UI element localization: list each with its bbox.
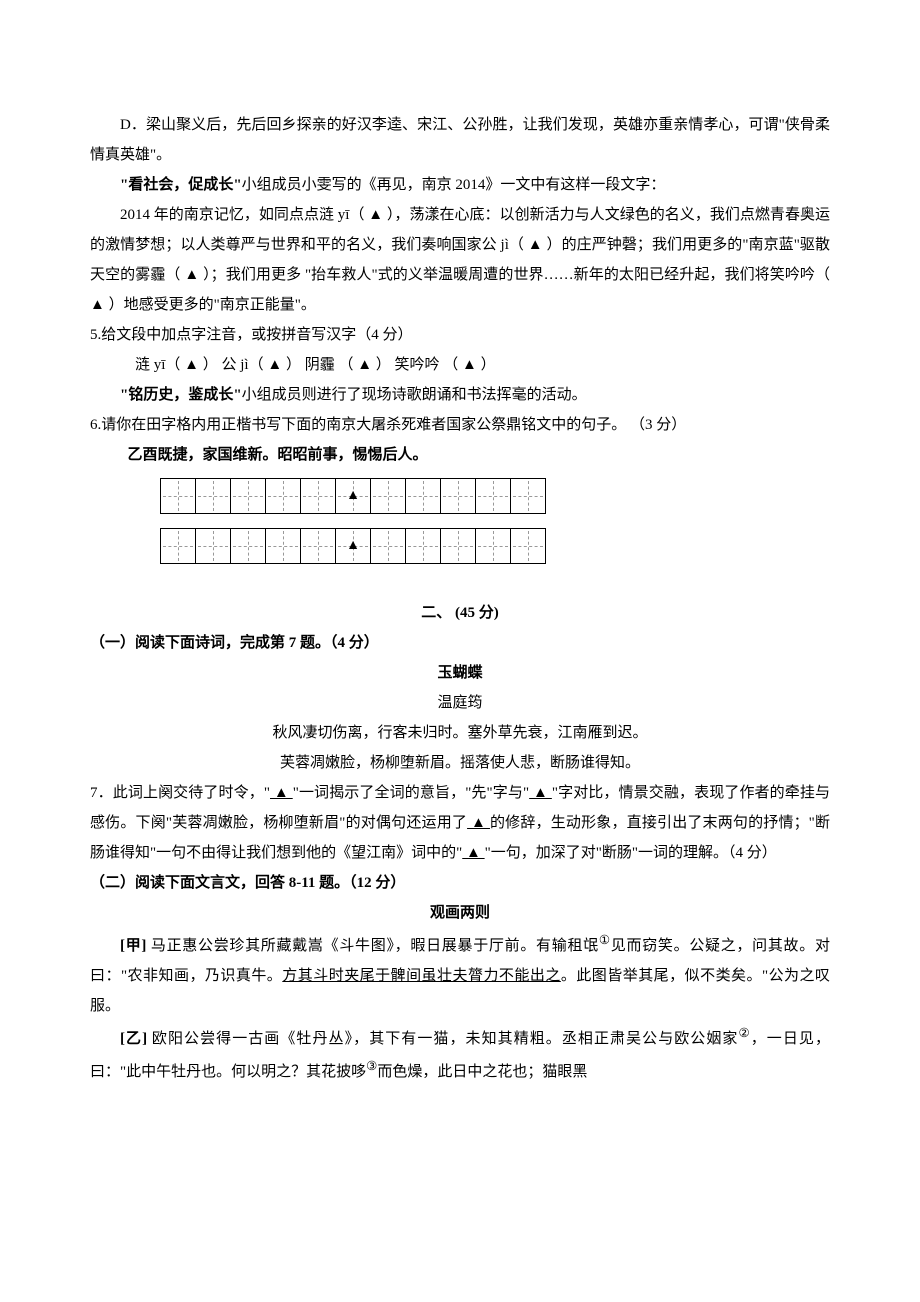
jia-footnote-1: ① bbox=[599, 933, 611, 947]
yi-text-a: 欧阳公尝得一古画《牡丹丛》，其下有一猫，未知其精粗。丞相正肃吴公与欧公姻家 bbox=[147, 1031, 738, 1047]
grid-cell bbox=[510, 478, 546, 514]
q7-seg-a: 7．此词上阕交待了时令，" bbox=[90, 785, 270, 801]
grid-row-2: ▲ bbox=[160, 528, 830, 564]
passage-jia: [甲] 马正惠公尝珍其所藏戴嵩《斗牛图》，暇日展暴于厅前。有输租氓①见而窃笑。公… bbox=[90, 928, 830, 1021]
group-label-kanshehui: "看社会，促成长" bbox=[120, 177, 242, 193]
grid-cell: ▲ bbox=[335, 528, 371, 564]
poem-line-1: 秋风凄切伤离，行客未归时。塞外草先衰，江南雁到迟。 bbox=[90, 718, 830, 748]
poem-line-2: 芙蓉凋嫩脸，杨柳堕新眉。摇落使人悲，断肠谁得知。 bbox=[90, 748, 830, 778]
passage-nanjing-2014: 2014 年的南京记忆，如同点点涟 yī（ ▲ ），荡漾在心底：以创新活力与人文… bbox=[90, 200, 830, 320]
grid-cell bbox=[265, 478, 301, 514]
grid-cell bbox=[370, 528, 406, 564]
grid-cell bbox=[300, 478, 336, 514]
grid-cell: ▲ bbox=[335, 478, 371, 514]
part-1-heading: （一）阅读下面诗词，完成第 7 题。（4 分） bbox=[90, 628, 830, 658]
grid-cell bbox=[370, 478, 406, 514]
grid-row-1: ▲ bbox=[160, 478, 830, 514]
grid-cell bbox=[405, 478, 441, 514]
grid-cell bbox=[405, 528, 441, 564]
grid-cell bbox=[230, 478, 266, 514]
yi-label: [乙] bbox=[120, 1031, 147, 1047]
passage-yi: [乙] 欧阳公尝得一古画《牡丹丛》，其下有一猫，未知其精粗。丞相正肃吴公与欧公姻… bbox=[90, 1021, 830, 1087]
grid-cell bbox=[300, 528, 336, 564]
grid-cell bbox=[160, 478, 196, 514]
intro-ming-lishi: "铭历史，鉴成长"小组成员则进行了现场诗歌朗诵和书法挥毫的活动。 bbox=[90, 380, 830, 410]
intro-ming-rest: 小组成员则进行了现场诗歌朗诵和书法挥毫的活动。 bbox=[242, 387, 587, 403]
grid-cell bbox=[195, 478, 231, 514]
grid-cell bbox=[440, 478, 476, 514]
q7-blank-2: ▲ bbox=[529, 785, 552, 801]
jia-text-a: 马正惠公尝珍其所藏戴嵩《斗牛图》，暇日展暴于厅前。有输租氓 bbox=[146, 938, 598, 954]
q7-seg-e: "一句，加深了对"断肠"一词的理解。（4 分） bbox=[485, 845, 777, 861]
question-5-blanks: 涟 yī（ ▲ ） 公 jì（ ▲ ） 阴霾 （ ▲ ） 笑吟吟 （ ▲ ） bbox=[90, 350, 830, 380]
grid-cell bbox=[230, 528, 266, 564]
yi-text-c: 而色燥，此日中之花也；猫眼黑 bbox=[377, 1064, 587, 1080]
grid-cell bbox=[475, 528, 511, 564]
grid-marker: ▲ bbox=[346, 482, 360, 510]
option-d-text: D．梁山聚义后，先后回乡探亲的好汉李逵、宋江、公孙胜，让我们发现，英雄亦重亲情孝… bbox=[90, 110, 830, 170]
grid-cell bbox=[265, 528, 301, 564]
section-2-heading: 二、 (45 分) bbox=[90, 598, 830, 628]
essay-title: 观画两则 bbox=[90, 898, 830, 928]
question-5: 5.给文段中加点字注音，或按拼音写汉字（4 分） bbox=[90, 320, 830, 350]
group-label-minglishi: "铭历史，鉴成长" bbox=[120, 387, 242, 403]
grid-cell bbox=[475, 478, 511, 514]
question-7: 7．此词上阕交待了时令，" ▲ "一词揭示了全词的意旨，"先"字与" ▲ "字对… bbox=[90, 778, 830, 868]
part-2-heading: （二）阅读下面文言文，回答 8-11 题。（12 分） bbox=[90, 868, 830, 898]
tianzige-grid: ▲ ▲ bbox=[160, 478, 830, 564]
intro-kan-rest: 小组成员小雯写的《再见，南京 2014》一文中有这样一段文字： bbox=[242, 177, 666, 193]
poem-author: 温庭筠 bbox=[90, 688, 830, 718]
jia-label: [甲] bbox=[120, 938, 146, 954]
grid-cell bbox=[440, 528, 476, 564]
grid-cell bbox=[510, 528, 546, 564]
jia-underlined: 方其斗时夹尾于髀间虽壮夫膂力不能出之 bbox=[282, 968, 561, 984]
q7-blank-1: ▲ bbox=[270, 785, 293, 801]
yi-footnote-2: ② bbox=[738, 1026, 750, 1040]
yi-footnote-3: ③ bbox=[366, 1059, 377, 1073]
intro-kan-shehui: "看社会，促成长"小组成员小雯写的《再见，南京 2014》一文中有这样一段文字： bbox=[90, 170, 830, 200]
grid-cell bbox=[160, 528, 196, 564]
grid-cell bbox=[195, 528, 231, 564]
poem-title: 玉蝴蝶 bbox=[90, 658, 830, 688]
q7-blank-4: ▲ bbox=[462, 845, 484, 861]
question-6: 6.请你在田字格内用正楷书写下面的南京大屠杀死难者国家公祭鼎铭文中的句子。 （3… bbox=[90, 410, 830, 440]
grid-marker: ▲ bbox=[346, 532, 360, 560]
q7-seg-b: "一词揭示了全词的意旨，"先"字与" bbox=[293, 785, 529, 801]
question-6-sentence: 乙酉既捷，家国维新。昭昭前事，惕惕后人。 bbox=[90, 440, 830, 470]
q7-blank-3: ▲ bbox=[467, 815, 490, 831]
